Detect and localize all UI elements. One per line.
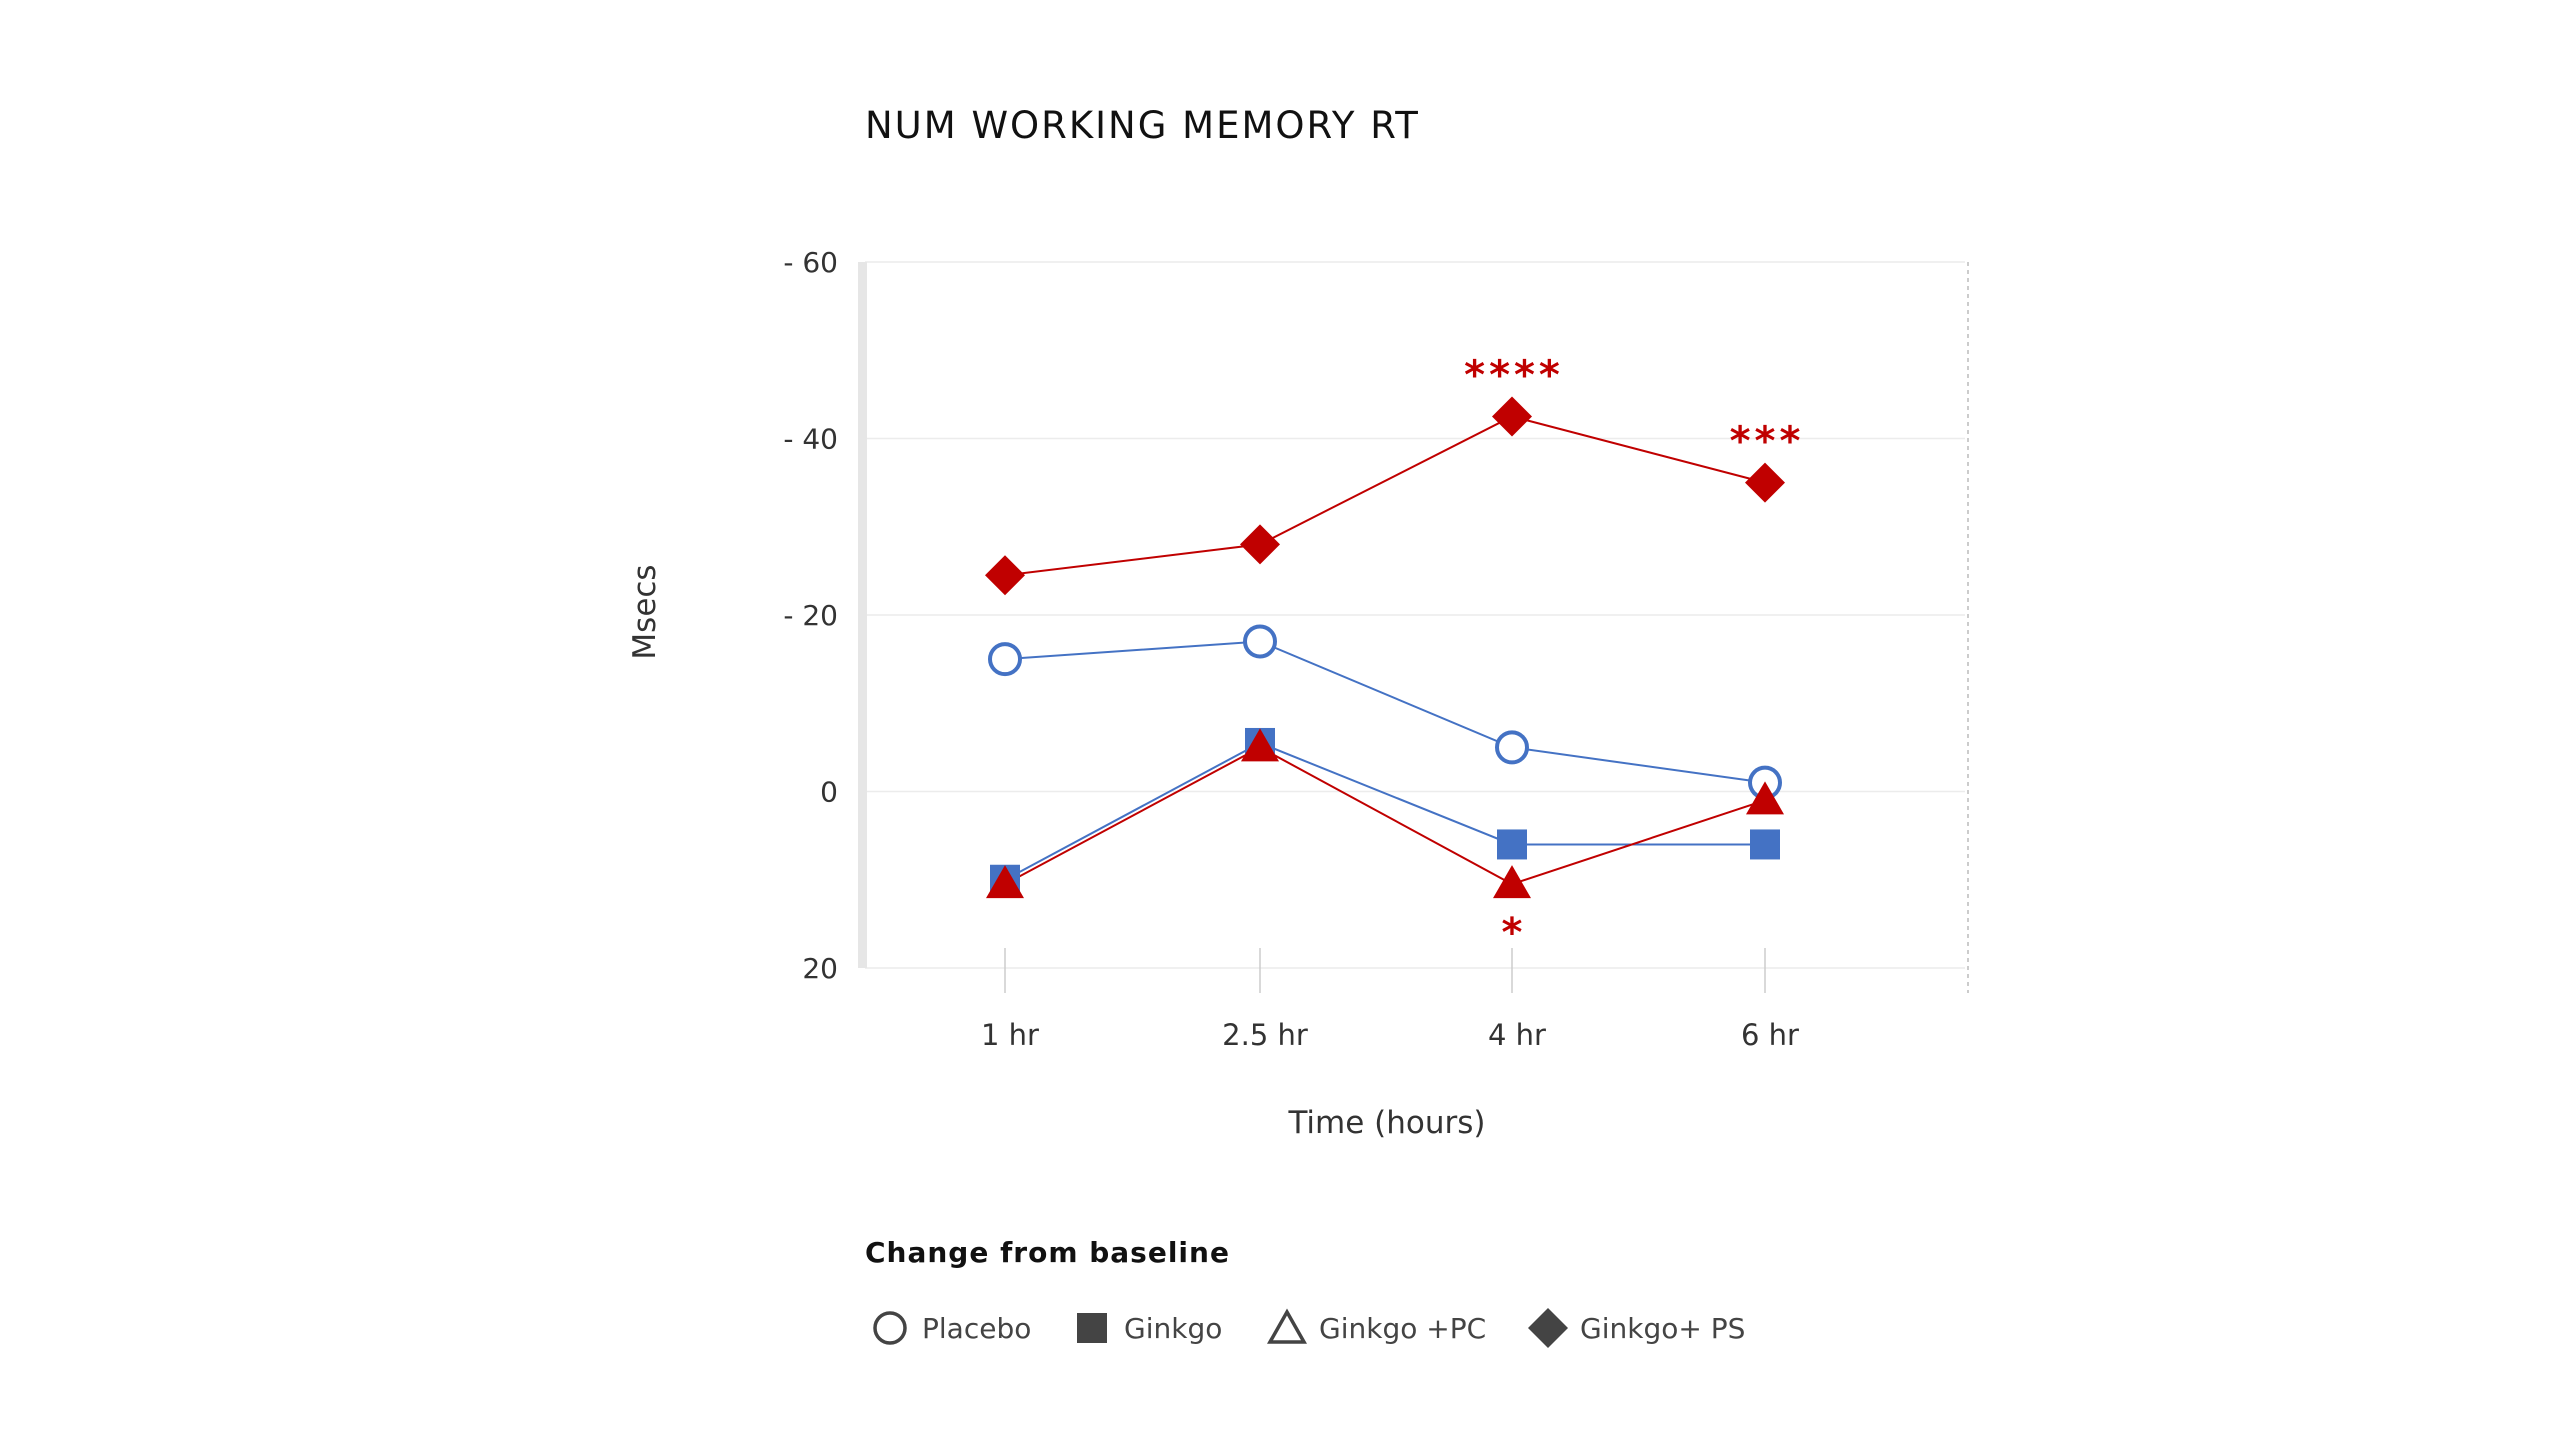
significance-annotation: *** [1730, 419, 1805, 465]
y-tick-label: - 60 [783, 246, 838, 279]
y-tick-label: - 40 [783, 423, 838, 456]
legend: Placebo Ginkgo Ginkgo +PC Ginkgo+ PS [873, 1308, 1745, 1348]
legend-title: Change from baseline [865, 1236, 1230, 1269]
y-axis-label: Msecs [627, 564, 663, 659]
data-point-ginkgo-pc [1241, 728, 1279, 762]
data-point-ginkgo-pc [986, 865, 1024, 899]
x-axis-label: Time (hours) [1287, 1105, 1485, 1141]
series-line-ginkgo-ps [1004, 415, 1766, 577]
data-point-ginkgo-pc [1493, 865, 1531, 899]
legend-label: Placebo [922, 1312, 1031, 1345]
legend-item: Ginkgo [1077, 1312, 1222, 1345]
data-point-ginkgo [1497, 829, 1527, 860]
data-point-ginkgo-ps [1492, 396, 1532, 437]
y-tick-label: - 20 [783, 599, 838, 632]
significance-annotation: **** [1464, 352, 1564, 398]
y-tick-label: 20 [802, 952, 838, 985]
data-point-ginkgo-ps [1240, 524, 1280, 565]
legend-circle-icon [873, 1311, 907, 1345]
x-tick-label: 1 hr [981, 1018, 1039, 1052]
x-tick-label: 2.5 hr [1222, 1018, 1308, 1052]
data-point-placebo [1243, 624, 1277, 659]
legend-label: Ginkgo +PC [1319, 1312, 1486, 1345]
x-tick-label: 6 hr [1741, 1018, 1799, 1052]
data-point-placebo [988, 642, 1022, 677]
y-axis-line [858, 262, 867, 968]
legend-item: Ginkgo+ PS [1528, 1308, 1745, 1348]
y-tick-label: 0 [820, 776, 838, 809]
data-point-ginkgo-ps [985, 555, 1025, 596]
legend-item: Placebo [873, 1311, 1031, 1345]
legend-item: Ginkgo +PC [1266, 1308, 1486, 1345]
legend-square-icon [1077, 1313, 1107, 1343]
data-point-placebo [1495, 730, 1529, 765]
data-point-ginkgo-pc [1746, 781, 1784, 815]
x-tick-label: 4 hr [1488, 1018, 1546, 1052]
legend-diamond-icon [1528, 1308, 1568, 1348]
legend-label: Ginkgo [1124, 1312, 1222, 1345]
chart-title: NUM WORKING MEMORY RT [865, 104, 1420, 147]
legend-triangle-icon [1266, 1308, 1308, 1344]
data-point-ginkgo-ps [1745, 462, 1785, 503]
series-line-ginkgo [1004, 741, 1765, 881]
series-line-placebo [1004, 640, 1766, 784]
legend-label: Ginkgo+ PS [1580, 1312, 1745, 1345]
data-point-ginkgo [1750, 829, 1780, 860]
significance-annotation: * [1502, 910, 1527, 956]
series-line-ginkgo-pc [1004, 746, 1766, 886]
